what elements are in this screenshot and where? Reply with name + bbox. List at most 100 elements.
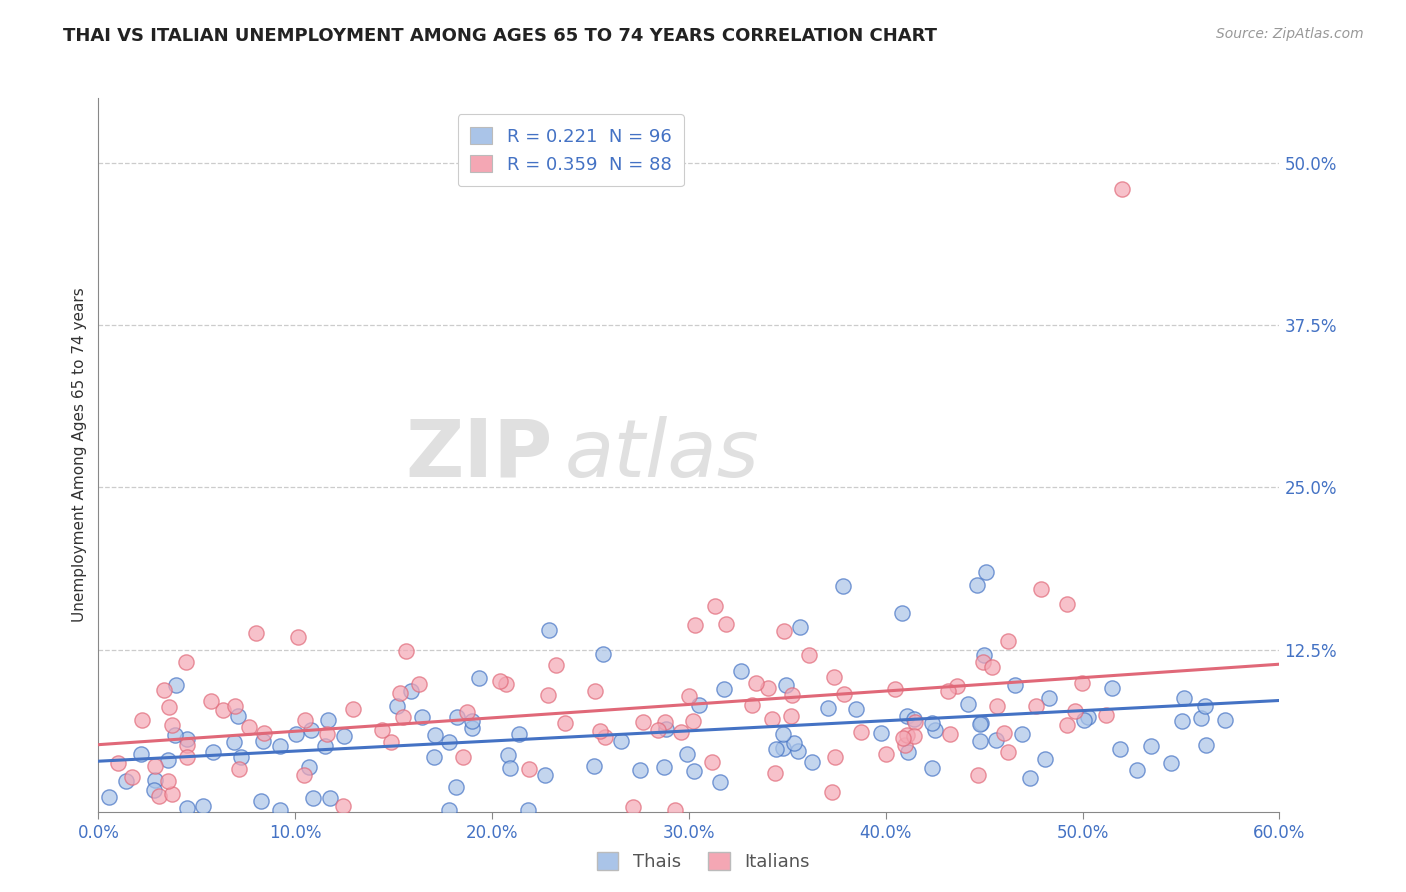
Point [593, 730, 616, 744]
Point [1189, 711, 1212, 725]
Y-axis label: Unemployment Among Ages 65 to 74 years: Unemployment Among Ages 65 to 74 years [72, 287, 87, 623]
Point [832, 688, 855, 702]
Point [1095, 707, 1118, 722]
Point [228, 762, 250, 776]
Point [157, 700, 180, 714]
Point [1064, 704, 1087, 718]
Point [391, 710, 413, 724]
Point [849, 724, 872, 739]
Point [1171, 714, 1194, 729]
Point [517, 804, 540, 818]
Point [499, 761, 522, 775]
Point [756, 681, 779, 695]
Point [782, 689, 804, 703]
Point [143, 759, 166, 773]
Point [1071, 676, 1094, 690]
Point [333, 729, 356, 743]
Point [821, 785, 844, 799]
Text: THAI VS ITALIAN UNEMPLOYMENT AMONG AGES 65 TO 74 YEARS CORRELATION CHART: THAI VS ITALIAN UNEMPLOYMENT AMONG AGES … [63, 27, 938, 45]
Point [1101, 681, 1123, 696]
Point [921, 716, 943, 731]
Point [891, 731, 914, 745]
Point [537, 623, 560, 637]
Point [647, 723, 669, 738]
Point [299, 723, 322, 738]
Point [176, 655, 198, 669]
Point [972, 655, 994, 669]
Point [730, 664, 752, 678]
Point [1019, 771, 1042, 785]
Point [869, 725, 891, 739]
Point [970, 716, 993, 731]
Point [980, 660, 1002, 674]
Point [250, 794, 273, 808]
Point [245, 626, 267, 640]
Point [533, 768, 555, 782]
Point [114, 774, 136, 789]
Point [986, 698, 1008, 713]
Point [395, 644, 418, 658]
Point [314, 739, 336, 753]
Point [202, 745, 225, 759]
Point [956, 697, 979, 711]
Point [1029, 582, 1052, 596]
Point [704, 599, 727, 613]
Point [875, 747, 897, 762]
Point [446, 710, 468, 724]
Point [495, 677, 517, 691]
Point [896, 708, 918, 723]
Point [1033, 751, 1056, 765]
Point [1004, 678, 1026, 692]
Text: atlas: atlas [565, 416, 759, 494]
Point [385, 698, 408, 713]
Point [654, 714, 676, 729]
Point [761, 712, 783, 726]
Point [976, 566, 998, 580]
Point [973, 648, 995, 662]
Point [678, 690, 700, 704]
Point [891, 606, 914, 620]
Point [107, 756, 129, 771]
Point [700, 755, 723, 769]
Point [654, 723, 676, 737]
Point [817, 701, 839, 715]
Point [456, 706, 478, 720]
Point [824, 749, 846, 764]
Point [294, 713, 316, 727]
Point [628, 763, 651, 777]
Point [832, 579, 855, 593]
Point [142, 782, 165, 797]
Point [939, 727, 962, 741]
Point [1194, 699, 1216, 714]
Point [444, 780, 467, 794]
Point [1195, 738, 1218, 752]
Point [1109, 742, 1132, 756]
Point [800, 755, 823, 769]
Point [984, 733, 1007, 747]
Point [633, 714, 655, 729]
Point [1126, 763, 1149, 777]
Text: Source: ZipAtlas.com: Source: ZipAtlas.com [1216, 27, 1364, 41]
Point [592, 647, 614, 661]
Point [969, 734, 991, 748]
Point [489, 674, 512, 689]
Point [652, 759, 675, 773]
Point [131, 713, 153, 727]
Point [212, 703, 235, 717]
Point [966, 578, 988, 592]
Point [582, 759, 605, 773]
Point [903, 729, 925, 743]
Point [508, 727, 530, 741]
Point [714, 617, 737, 632]
Point [269, 804, 291, 818]
Point [921, 761, 943, 775]
Point [423, 728, 446, 742]
Point [993, 726, 1015, 740]
Point [165, 678, 187, 692]
Point [772, 740, 794, 755]
Point [451, 749, 474, 764]
Point [1025, 698, 1047, 713]
Point [787, 744, 810, 758]
Point [903, 712, 925, 726]
Point [157, 753, 180, 767]
